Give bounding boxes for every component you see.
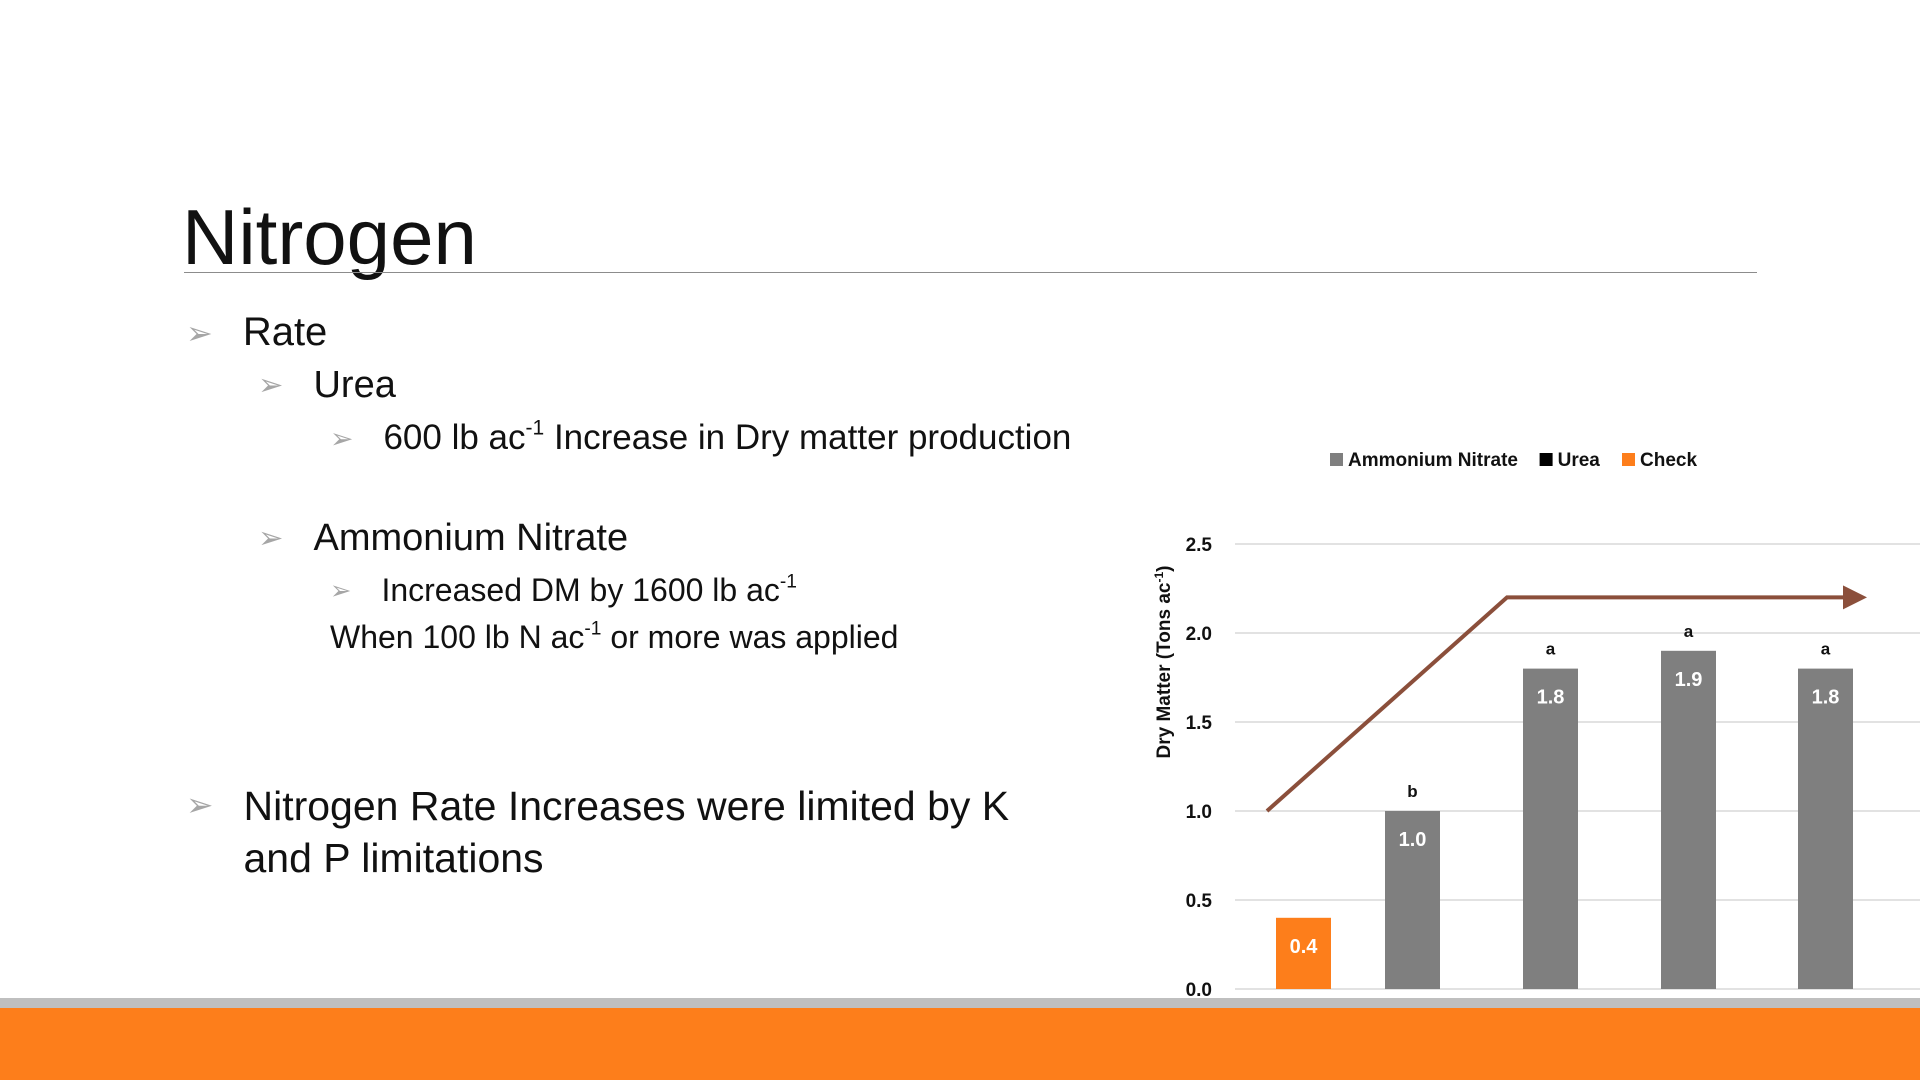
bullet-arrow-icon: ➢ [186, 786, 214, 823]
bar-ammonium-nitrate [1385, 811, 1440, 989]
bullet-arrow-icon: ➢ [258, 521, 284, 555]
bullet-an-detail: ➢ Increased DM by 1600 lb ac-1 [330, 572, 797, 609]
bullet-text: Increased DM by 1600 lb ac-1 [381, 571, 797, 608]
y-axis-label: Dry Matter (Tons ac-1) [1152, 566, 1175, 759]
bullet-arrow-icon: ➢ [186, 314, 213, 351]
an-note: When 100 lb N ac-1 or more was applied [330, 618, 899, 655]
data-label: 1.8 [1537, 687, 1565, 709]
data-label: 1.8 [1812, 687, 1840, 709]
data-label: 0.4 [1290, 936, 1319, 958]
bullet-limitations: ➢ Nitrogen Rate Increases were limited b… [186, 780, 1009, 884]
slide-title: Nitrogen [182, 193, 477, 281]
bar-ammonium-nitrate [1523, 668, 1578, 989]
chart-legend: Ammonium Nitrate Urea Check [1330, 450, 1697, 471]
significance-letter: a [1684, 622, 1694, 641]
bullet-text: Urea [313, 364, 396, 406]
bar-ammonium-nitrate [1798, 668, 1853, 989]
bullet-text: Ammonium Nitrate [313, 517, 629, 559]
significance-letter: b [1407, 782, 1417, 801]
y-tick-label: 2.0 [1186, 624, 1212, 645]
bar-ammonium-nitrate [1661, 650, 1716, 989]
legend-swatch [1622, 453, 1635, 466]
y-tick-label: 2.5 [1186, 535, 1213, 556]
bullet-ammonium-nitrate: ➢ Ammonium Nitrate [258, 517, 628, 560]
footer-gray-band [0, 998, 1920, 1008]
bullet-text: 600 lb ac-1 Increase in Dry matter produ… [383, 416, 1072, 457]
bullet-urea-detail: ➢ 600 lb ac-1 Increase in Dry matter pro… [330, 416, 1072, 458]
significance-letter: a [1821, 640, 1831, 659]
legend-swatch [1330, 453, 1343, 466]
trend-arrow [1265, 585, 1867, 813]
bullet-arrow-icon: ➢ [330, 422, 354, 454]
bar-check [1276, 917, 1331, 989]
y-tick-label: 0.5 [1186, 891, 1213, 912]
bullet-arrow-icon: ➢ [258, 368, 284, 402]
data-label: 1.9 [1675, 669, 1703, 691]
bullet-text: Rate [242, 310, 328, 354]
legend-label: Ammonium Nitrate [1348, 450, 1518, 471]
y-tick-label: 1.0 [1186, 802, 1212, 823]
significance-letter: a [1546, 640, 1556, 659]
bullet-text: Nitrogen Rate Increases were limited by … [243, 783, 1010, 881]
footer-orange-band [0, 1008, 1920, 1080]
bullet-urea: ➢ Urea [258, 364, 396, 407]
legend-label: Check [1640, 450, 1697, 471]
bullet-rate: ➢ Rate [186, 310, 327, 355]
bullet-arrow-icon: ➢ [330, 576, 352, 605]
y-tick-label: 0.0 [1186, 980, 1212, 1001]
legend-swatch [1539, 453, 1553, 466]
title-divider [184, 272, 1757, 273]
legend-label: Urea [1558, 450, 1601, 471]
y-tick-label: 1.5 [1186, 713, 1213, 734]
data-label: 1.0 [1399, 829, 1427, 851]
